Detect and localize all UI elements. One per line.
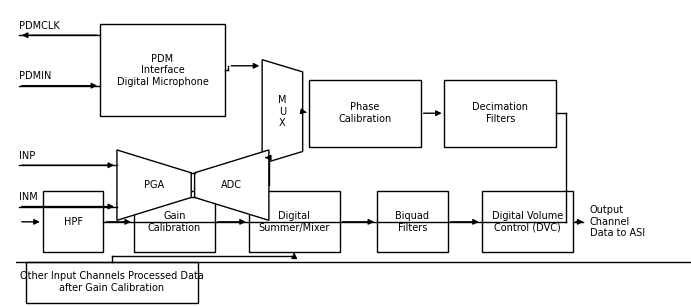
Text: INP: INP bbox=[19, 151, 35, 161]
Text: Phase
Calibration: Phase Calibration bbox=[339, 103, 392, 124]
Text: INM: INM bbox=[19, 192, 38, 202]
Text: PGA: PGA bbox=[144, 180, 164, 190]
Text: M
U
X: M U X bbox=[278, 95, 287, 128]
Text: Gain
Calibration: Gain Calibration bbox=[148, 211, 201, 233]
Text: Other Input Channels Processed Data
after Gain Calibration: Other Input Channels Processed Data afte… bbox=[20, 271, 204, 293]
Bar bbox=[100, 24, 225, 116]
Polygon shape bbox=[262, 60, 303, 164]
Text: PDMIN: PDMIN bbox=[19, 71, 51, 81]
Bar bbox=[377, 191, 448, 252]
Text: PDM
Interface
Digital Microphone: PDM Interface Digital Microphone bbox=[117, 54, 209, 87]
Polygon shape bbox=[195, 150, 269, 220]
Text: ADC: ADC bbox=[221, 180, 243, 190]
Bar bbox=[249, 191, 340, 252]
Text: Digital Volume
Control (DVC): Digital Volume Control (DVC) bbox=[491, 211, 563, 233]
Bar bbox=[444, 80, 556, 147]
Bar bbox=[310, 80, 421, 147]
Bar bbox=[43, 191, 104, 252]
Polygon shape bbox=[117, 150, 191, 220]
Bar bbox=[482, 191, 573, 252]
Text: Biquad
Filters: Biquad Filters bbox=[395, 211, 429, 233]
Text: Output
Channel
Data to ASI: Output Channel Data to ASI bbox=[589, 205, 645, 238]
Bar bbox=[134, 191, 215, 252]
Text: Digital
Summer/Mixer: Digital Summer/Mixer bbox=[258, 211, 330, 233]
Text: HPF: HPF bbox=[64, 217, 82, 227]
Text: PDMCLK: PDMCLK bbox=[19, 21, 59, 31]
Text: Decimation
Filters: Decimation Filters bbox=[472, 103, 528, 124]
Bar bbox=[26, 262, 198, 303]
